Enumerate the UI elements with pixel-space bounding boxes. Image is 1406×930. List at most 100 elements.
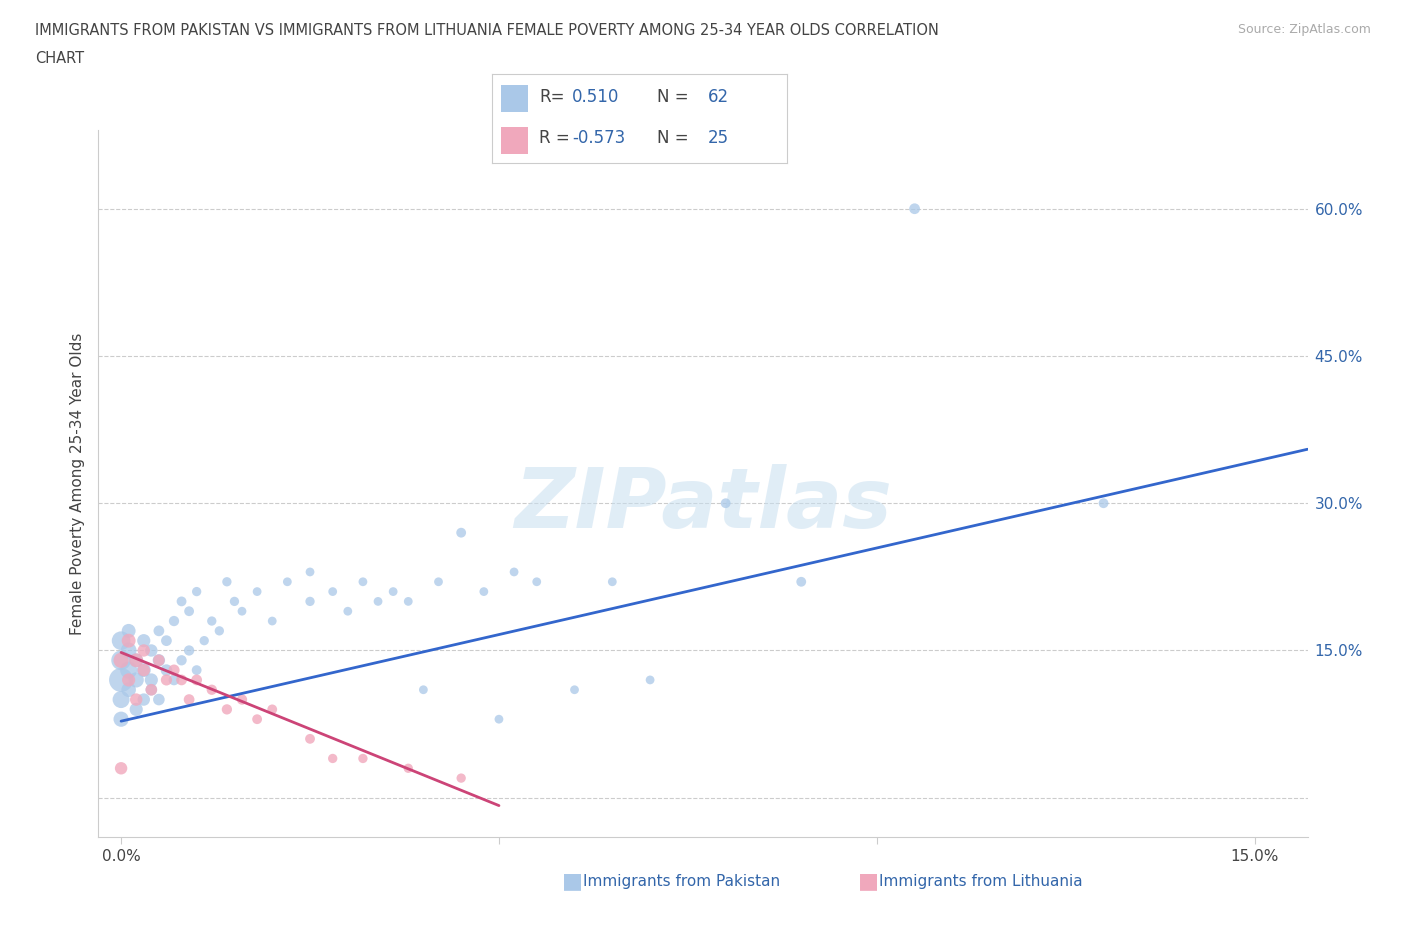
Point [141,683,163,698]
Point [118,683,141,698]
Point [125,702,148,717]
Point [450,771,472,786]
Text: IMMIGRANTS FROM PAKISTAN VS IMMIGRANTS FROM LITHUANIA FEMALE POVERTY AMONG 25-34: IMMIGRANTS FROM PAKISTAN VS IMMIGRANTS F… [35,23,939,38]
Point [118,672,141,687]
Point [132,633,155,648]
Point [215,702,238,717]
Point [125,672,148,687]
Point [352,751,374,766]
Point [177,643,201,658]
Point [132,663,155,678]
Point [110,672,132,687]
Point [790,575,813,590]
Point [118,643,141,658]
Point [503,565,526,579]
Point [163,672,186,687]
Text: ■: ■ [562,871,583,892]
Point [322,584,344,599]
Point [201,683,224,698]
Point [141,683,163,698]
Y-axis label: Female Poverty Among 25-34 Year Olds: Female Poverty Among 25-34 Year Olds [69,332,84,635]
Point [110,653,132,668]
Point [170,653,193,668]
Point [148,692,170,707]
Point [382,584,405,599]
Point [125,653,148,668]
Point [299,565,322,579]
Point [367,594,389,609]
Text: N =: N = [658,129,689,147]
Point [1092,496,1115,511]
Point [110,653,132,668]
Point [170,594,193,609]
Bar [501,127,527,154]
Point [118,623,141,638]
Point [352,575,374,590]
Point [246,584,269,599]
Point [231,604,253,618]
Point [170,672,193,687]
Text: -0.573: -0.573 [572,129,626,147]
Point [427,575,450,590]
Text: R =: R = [540,129,569,147]
Point [110,761,132,776]
Point [125,692,148,707]
Point [396,594,419,609]
Text: Immigrants from Pakistan: Immigrants from Pakistan [583,874,780,889]
Text: ■: ■ [858,871,879,892]
Point [163,614,186,629]
Text: 62: 62 [707,88,728,106]
Text: R=: R= [540,88,565,106]
Point [110,692,132,707]
Text: ZIPatlas: ZIPatlas [515,464,891,545]
Point [125,653,148,668]
Point [336,604,359,618]
Point [488,711,510,726]
Point [201,614,224,629]
Point [396,761,419,776]
Point [193,633,215,648]
Point [215,575,238,590]
Point [299,594,322,609]
Point [638,672,661,687]
Point [526,575,548,590]
Point [564,683,586,698]
Point [118,633,141,648]
Text: 25: 25 [707,129,728,147]
Point [299,731,322,746]
Point [412,683,434,698]
Point [714,496,737,511]
Point [141,643,163,658]
Point [155,663,177,678]
Point [450,525,472,540]
Point [141,672,163,687]
Point [177,692,201,707]
Point [110,633,132,648]
Text: 0.510: 0.510 [572,88,619,106]
Text: Source: ZipAtlas.com: Source: ZipAtlas.com [1237,23,1371,36]
Point [148,623,170,638]
Point [186,584,208,599]
Point [177,604,201,618]
Text: Immigrants from Lithuania: Immigrants from Lithuania [879,874,1083,889]
Point [148,653,170,668]
Point [903,201,925,216]
Point [231,692,253,707]
Point [155,633,177,648]
Point [118,663,141,678]
Point [186,663,208,678]
Point [602,575,624,590]
Text: N =: N = [658,88,689,106]
Point [155,672,177,687]
Text: CHART: CHART [35,51,84,66]
Point [276,575,298,590]
Point [148,653,170,668]
Point [224,594,246,609]
Point [186,672,208,687]
Point [132,692,155,707]
Point [132,663,155,678]
Point [208,623,231,638]
Point [163,663,186,678]
Point [110,711,132,726]
Point [132,643,155,658]
